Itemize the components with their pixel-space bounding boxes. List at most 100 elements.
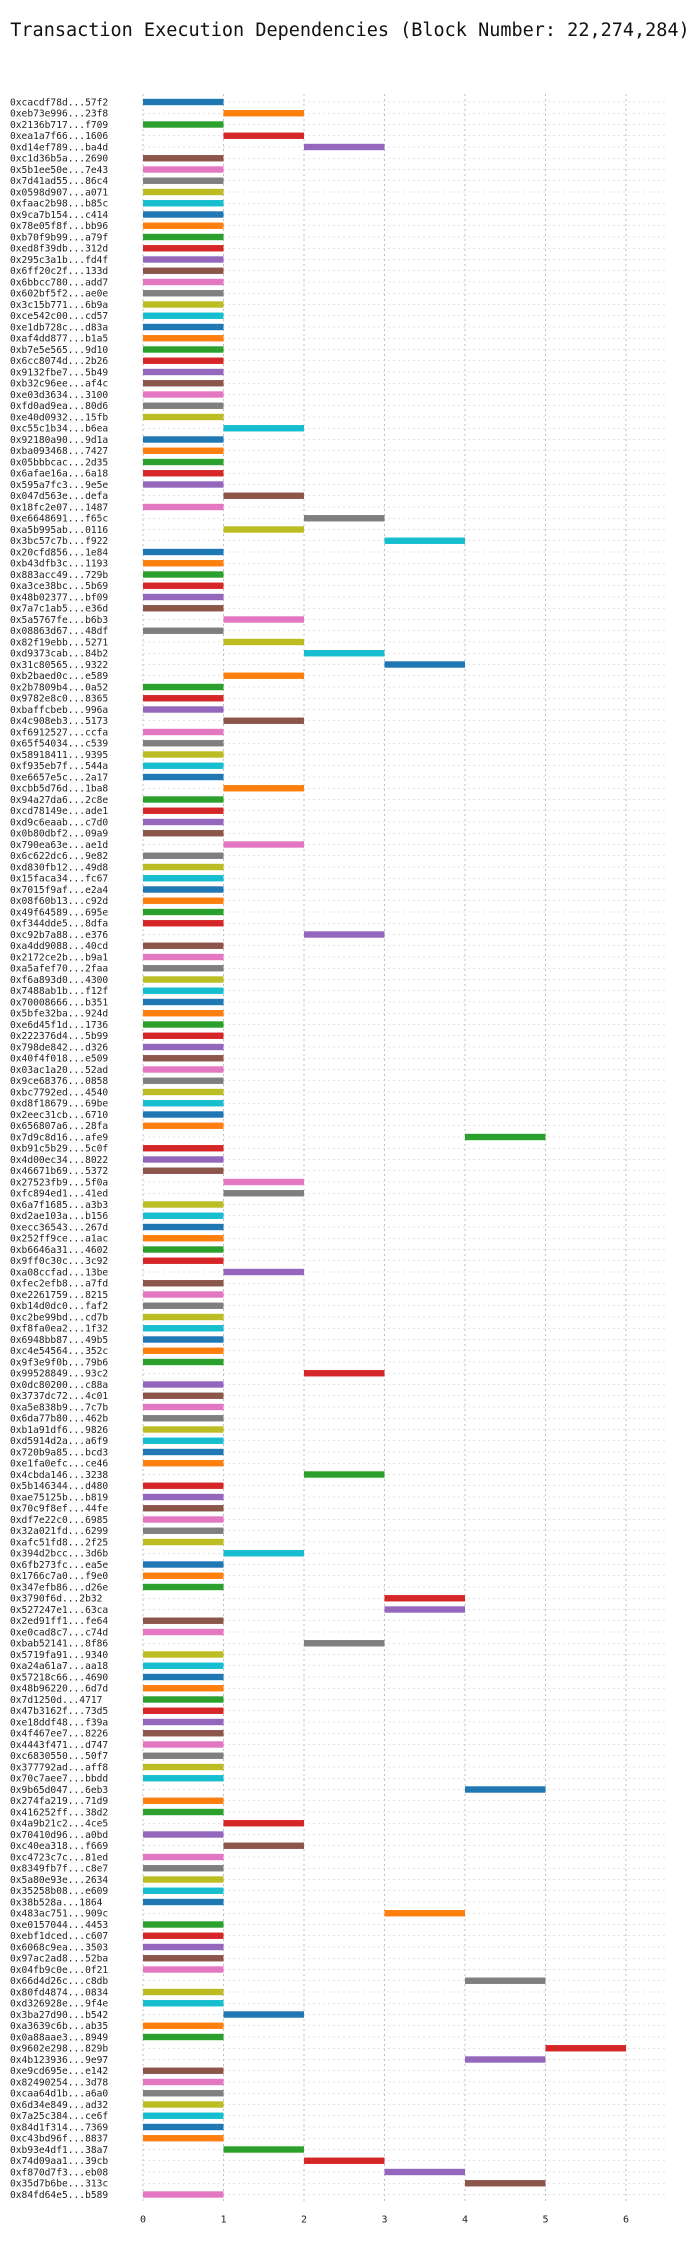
tx-bar bbox=[143, 1325, 224, 1332]
tx-label: 0x656807a6...28fa bbox=[10, 1121, 108, 1132]
tx-bar bbox=[143, 2067, 224, 2074]
tx-label: 0x5b146344...d480 bbox=[10, 1481, 108, 1492]
tx-label: 0x7d41ad55...86c4 bbox=[10, 176, 108, 187]
tx-bar bbox=[143, 323, 224, 331]
tx-label: 0x70c9f8ef...44fe bbox=[10, 1504, 108, 1515]
tx-label: 0x6afae16a...6a18 bbox=[10, 469, 108, 480]
tx-bar bbox=[143, 312, 224, 319]
tx-label: 0xe6657e5c...2a17 bbox=[10, 772, 108, 783]
tx-bar bbox=[223, 1190, 304, 1197]
tx-bar bbox=[143, 706, 224, 713]
tx-bar bbox=[143, 267, 224, 274]
tx-bar bbox=[143, 1651, 224, 1658]
tx-bar bbox=[143, 1797, 224, 1804]
tx-bar bbox=[143, 953, 224, 961]
tx-label: 0x790ea63e...ae1d bbox=[10, 840, 108, 851]
tx-label: 0x8349fb7f...c8e7 bbox=[10, 1864, 108, 1875]
tx-bar bbox=[143, 886, 224, 893]
tx-bar bbox=[143, 1460, 224, 1467]
tx-label: 0x9ca7b154...c414 bbox=[10, 210, 108, 221]
tx-bar bbox=[304, 1370, 385, 1377]
tx-label: 0x1766c7a0...f9e0 bbox=[10, 1571, 108, 1582]
tx-label: 0xf870d7f3...eb08 bbox=[10, 2167, 108, 2178]
x-tick-label: 2 bbox=[301, 2215, 307, 2226]
tx-label: 0xba093468...7427 bbox=[10, 446, 108, 457]
tx-label: 0x4d00ec34...8022 bbox=[10, 1155, 108, 1166]
tx-label: 0x48b96220...6d7d bbox=[10, 1684, 108, 1695]
tx-bar bbox=[143, 391, 224, 398]
tx-label: 0xaf4dd877...b1a5 bbox=[10, 334, 108, 345]
tx-label: 0x80fd4874...0834 bbox=[10, 1987, 108, 1998]
tx-bar bbox=[223, 672, 304, 679]
tx-bar bbox=[143, 2191, 224, 2198]
tx-label: 0x9ce68376...0858 bbox=[10, 1076, 108, 1087]
tx-bar bbox=[143, 1021, 224, 1028]
tx-bar bbox=[143, 1032, 224, 1039]
tx-bar bbox=[143, 1707, 224, 1714]
tx-bar bbox=[143, 1718, 224, 1726]
tx-label: 0x6d34e849...ad32 bbox=[10, 2100, 108, 2111]
tx-label: 0x38b528a...1864 bbox=[10, 1897, 103, 1908]
tx-label: 0x5a5767fe...b6b3 bbox=[10, 615, 108, 626]
tx-bar bbox=[384, 661, 465, 668]
tx-label: 0xfd0ad9ea...80d6 bbox=[10, 401, 108, 412]
tx-label: 0xb91c5b29...5c0f bbox=[10, 1144, 108, 1155]
tx-bar bbox=[143, 548, 224, 556]
tx-label: 0x3790f6d...2b32 bbox=[10, 1594, 102, 1605]
tx-bar bbox=[143, 1685, 224, 1692]
tx-label: 0x82490254...3d78 bbox=[10, 2077, 108, 2088]
tx-bar bbox=[223, 492, 304, 499]
tx-bar bbox=[143, 470, 224, 477]
tx-bar bbox=[143, 571, 224, 578]
tx-bar bbox=[143, 1673, 224, 1681]
tx-bar bbox=[143, 1257, 224, 1264]
tx-bar bbox=[143, 346, 224, 353]
tx-label: 0xc6830550...50f7 bbox=[10, 1751, 108, 1762]
tx-label: 0x15faca34...fc67 bbox=[10, 874, 108, 885]
tx-bar bbox=[143, 1043, 224, 1051]
tx-bar bbox=[143, 1662, 224, 1669]
tx-bar bbox=[143, 627, 224, 634]
tx-bar bbox=[143, 1088, 224, 1096]
tx-label: 0x46671b69...5372 bbox=[10, 1166, 108, 1177]
tx-label: 0xbc7792ed...4540 bbox=[10, 1087, 108, 1098]
tx-label: 0x5a80e93e...2634 bbox=[10, 1875, 108, 1886]
tx-bar bbox=[143, 1572, 224, 1579]
tx-bar bbox=[143, 773, 224, 781]
tx-label: 0xb7e5e565...9d10 bbox=[10, 345, 108, 356]
tx-label: 0x6fb273fc...ea5e bbox=[10, 1560, 108, 1571]
tx-bar bbox=[143, 1437, 224, 1444]
tx-label: 0x35d7b6be...313c bbox=[10, 2179, 108, 2190]
tx-bar bbox=[143, 1730, 224, 1737]
tx-label: 0x47b3162f...73d5 bbox=[10, 1706, 108, 1717]
tx-label: 0x05bbbcac...2d35 bbox=[10, 457, 108, 468]
tx-bar bbox=[143, 1336, 224, 1343]
tx-bar bbox=[143, 1898, 224, 1906]
tx-bar bbox=[143, 1966, 224, 1973]
x-tick-label: 4 bbox=[462, 2215, 468, 2226]
tx-label: 0x883acc49...729b bbox=[10, 570, 108, 581]
tx-bar bbox=[143, 1628, 224, 1636]
tx-bar bbox=[143, 796, 224, 803]
tx-bar bbox=[143, 1932, 224, 1939]
tx-label: 0xa5e838b9...7c7b bbox=[10, 1402, 108, 1413]
tx-bar bbox=[143, 965, 224, 972]
tx-label: 0x0b80dbf2...09a9 bbox=[10, 829, 108, 840]
tx-bar bbox=[143, 1741, 224, 1748]
tx-bar bbox=[304, 1471, 385, 1478]
tx-label: 0x0a88aae3...8949 bbox=[10, 2032, 108, 2043]
tx-label: 0xe0cad8c7...c74d bbox=[10, 1627, 108, 1638]
tx-bar bbox=[143, 458, 224, 466]
tx-label: 0xecc36543...267d bbox=[10, 1222, 108, 1233]
tx-label: 0x6c622dc6...9e82 bbox=[10, 851, 108, 862]
tx-label: 0xf344dde5...8dfa bbox=[10, 919, 108, 930]
tx-label: 0x6da77b80...462b bbox=[10, 1414, 108, 1425]
tx-label: 0x78e05f8f...bb96 bbox=[10, 221, 108, 232]
tx-label: 0xfc894ed1...41ed bbox=[10, 1189, 108, 1200]
tx-bar bbox=[304, 650, 385, 657]
tx-bar bbox=[143, 976, 224, 983]
tx-bar bbox=[143, 1223, 224, 1231]
tx-bar bbox=[143, 1527, 224, 1534]
